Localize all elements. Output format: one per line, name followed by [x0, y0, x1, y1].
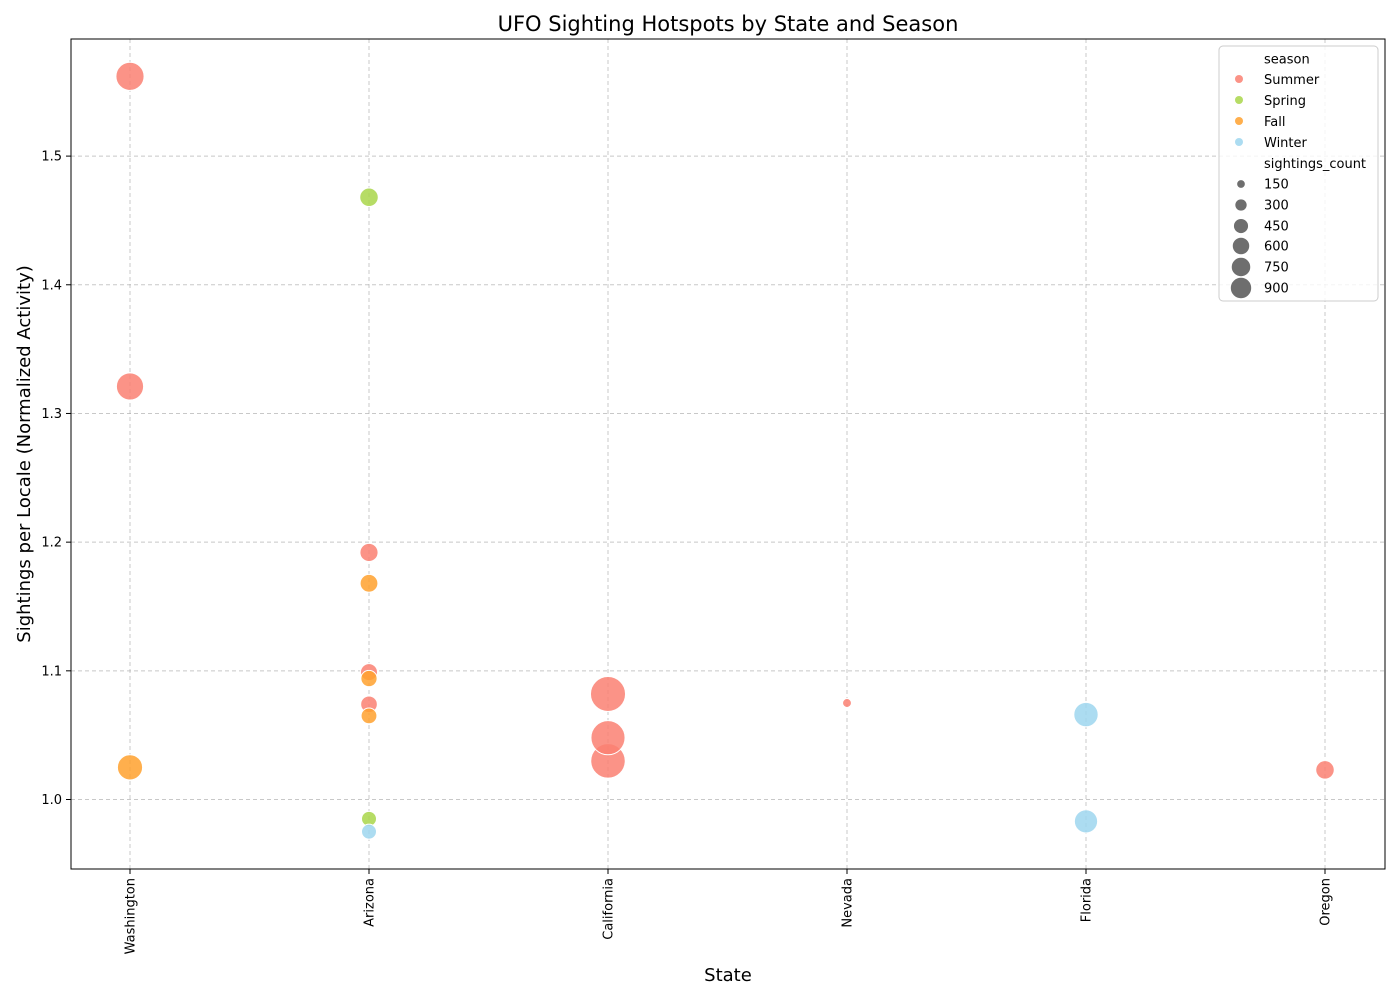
legend-entry-summer: Summer	[1264, 73, 1320, 88]
data-point-summer	[842, 698, 852, 708]
legend-size-label: 900	[1264, 282, 1289, 297]
legend-size-marker	[1236, 179, 1246, 189]
data-point-summer	[359, 542, 379, 563]
legend-marker-winter	[1235, 138, 1243, 146]
legend-size-title: sightings_count	[1264, 157, 1366, 172]
legend-marker-summer	[1235, 75, 1243, 83]
legend-marker-fall	[1235, 117, 1243, 125]
x-tick-label: California	[602, 878, 617, 940]
data-point-winter	[1073, 809, 1099, 834]
data-point-summer	[115, 372, 145, 401]
legend-size-marker	[1232, 217, 1250, 235]
legend-size-marker	[1231, 236, 1251, 256]
y-axis-label: Sightings per Locale (Normalized Activit…	[14, 265, 35, 642]
legend-size-marker	[1230, 256, 1252, 278]
legend-entry-spring: Spring	[1264, 94, 1306, 109]
data-point-fall	[359, 573, 379, 593]
plot-frame	[70, 38, 1386, 870]
data-point-summer	[590, 720, 626, 756]
x-tick-label: Nevada	[841, 878, 856, 928]
data-point-spring	[359, 187, 379, 208]
data-point-fall	[360, 707, 378, 725]
chart-title: UFO Sighting Hotspots by State and Seaso…	[498, 12, 959, 36]
grid	[71, 39, 1385, 869]
legend-hue-title: season	[1264, 53, 1310, 68]
axis-ticks: 1.0 1.1 1.2 1.3 1.4 1.5 Washington Arizona Calif…	[41, 150, 1333, 955]
y-tick-label: 1.5	[41, 150, 62, 165]
legend-size-label: 150	[1264, 178, 1289, 193]
x-tick-label: Arizona	[363, 878, 378, 927]
data-point-summer	[589, 675, 627, 713]
y-tick-label: 1.0	[41, 793, 62, 808]
data-points	[115, 61, 1335, 840]
x-tick-label: Washington	[124, 878, 139, 954]
y-tick-label: 1.1	[41, 664, 62, 679]
data-point-summer	[1315, 760, 1335, 780]
x-axis-label: State	[704, 965, 752, 986]
data-point-winter	[361, 823, 377, 840]
legend-size-marker	[1234, 198, 1248, 212]
x-tick-label: Oregon	[1319, 878, 1334, 926]
legend-size-label: 750	[1264, 261, 1289, 276]
legend-size-label: 300	[1264, 199, 1289, 214]
data-point-fall	[116, 754, 144, 781]
legend-size-label: 450	[1264, 220, 1289, 235]
legend: season Summer Spring Fall Winter sightings_co…	[1218, 45, 1379, 302]
legend-size-label: 600	[1264, 240, 1289, 255]
y-tick-label: 1.4	[41, 278, 62, 293]
legend-box	[1218, 45, 1379, 302]
y-tick-label: 1.3	[41, 407, 62, 422]
x-tick-label: Florida	[1080, 878, 1095, 922]
legend-size-marker	[1229, 276, 1253, 300]
y-tick-label: 1.2	[41, 536, 62, 551]
legend-marker-spring	[1235, 96, 1243, 104]
data-point-fall	[360, 669, 378, 688]
legend-entry-fall: Fall	[1264, 115, 1285, 130]
data-point-winter	[1073, 701, 1099, 728]
data-point-summer	[115, 61, 145, 91]
legend-entry-winter: Winter	[1264, 136, 1308, 151]
